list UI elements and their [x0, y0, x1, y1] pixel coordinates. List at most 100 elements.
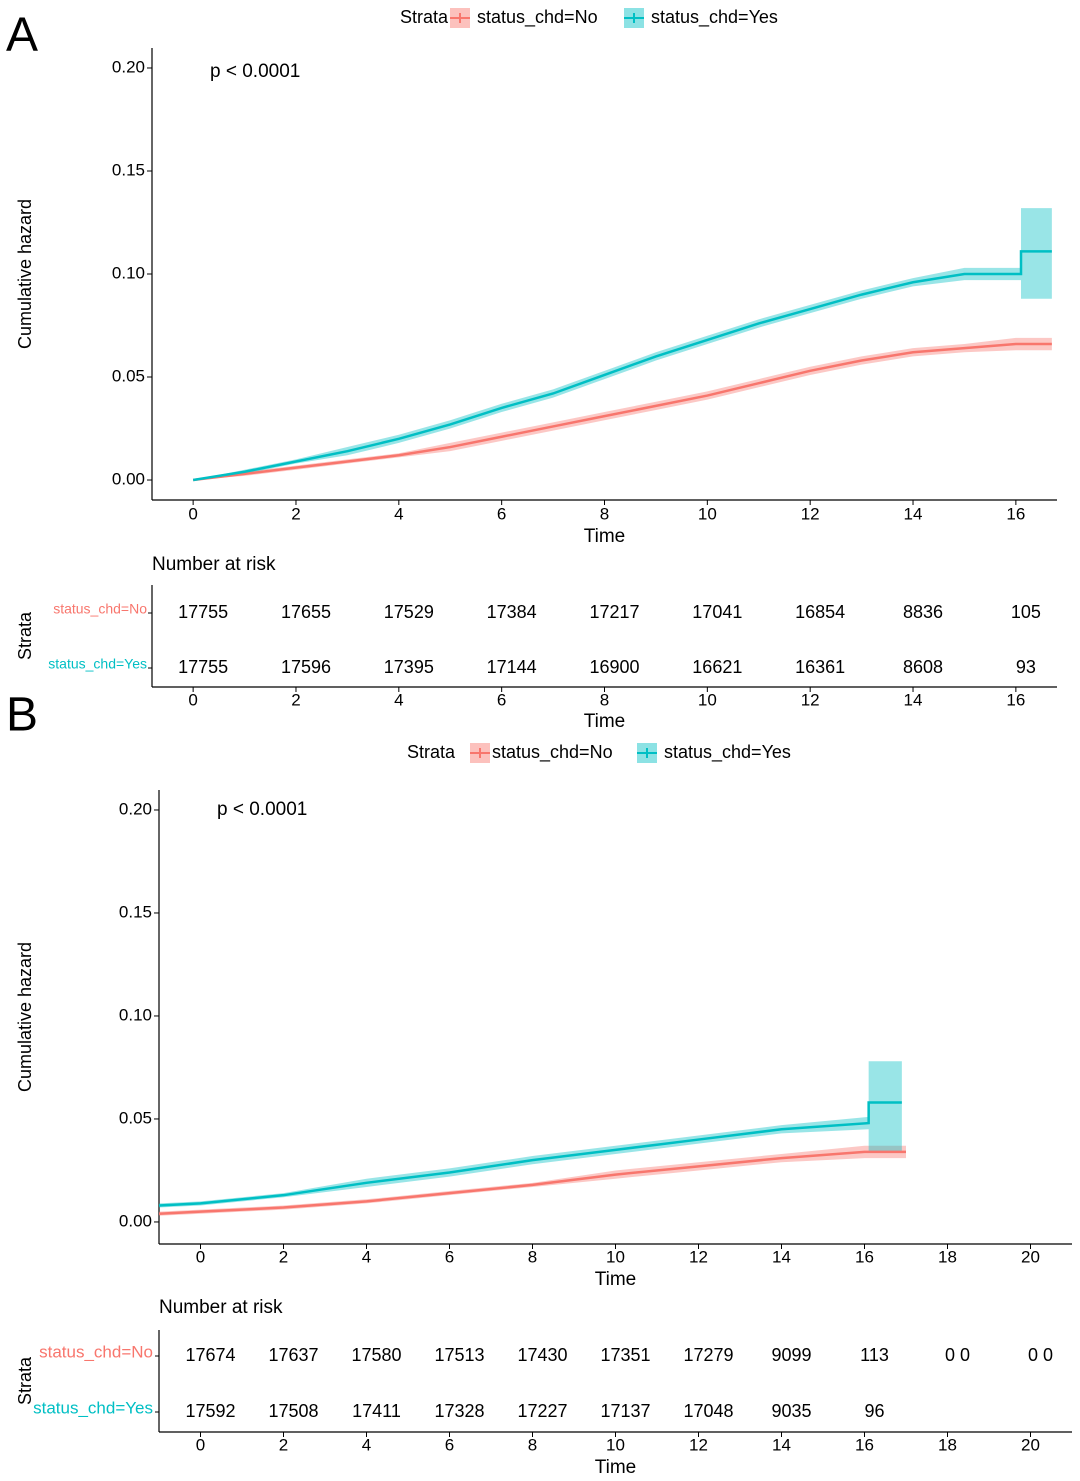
x-tick-label: 0: [196, 1247, 205, 1266]
risk-x-tick-label: 20: [1021, 1435, 1040, 1454]
x-tick-label: 16: [1006, 504, 1025, 523]
risk-count: 17513: [434, 1345, 484, 1365]
y-axis-label: Cumulative hazard: [15, 942, 35, 1092]
y-tick-label: 0.00: [119, 1211, 152, 1230]
y-tick-label: 0.10: [119, 1005, 152, 1024]
risk-count: 16900: [589, 657, 639, 677]
risk-x-tick-label: 12: [801, 690, 820, 709]
risk-count: 17279: [683, 1345, 733, 1365]
legend-title: Strata: [400, 7, 449, 27]
x-tick-label: 6: [445, 1247, 454, 1266]
risk-count: 9035: [771, 1401, 811, 1421]
y-tick-label: 0.05: [112, 366, 145, 385]
risk-count: 17580: [351, 1345, 401, 1365]
risk-row-label: status_chd=No: [53, 601, 147, 617]
risk-count: 17508: [268, 1401, 318, 1421]
x-tick-label: 20: [1021, 1247, 1040, 1266]
risk-y-label: Strata: [15, 611, 35, 660]
y-tick-label: 0.05: [119, 1108, 152, 1127]
risk-x-tick-label: 16: [1006, 690, 1025, 709]
x-tick-label: 4: [362, 1247, 371, 1266]
legend-label: status_chd=No: [477, 7, 598, 28]
risk-count: 17217: [589, 602, 639, 622]
risk-count: 17755: [178, 602, 228, 622]
risk-x-label: Time: [584, 711, 626, 732]
risk-count: 16361: [795, 657, 845, 677]
x-tick-label: 8: [528, 1247, 537, 1266]
risk-y-label: Strata: [15, 1356, 35, 1405]
p-value: p < 0.0001: [210, 61, 300, 82]
risk-x-tick-label: 18: [938, 1435, 957, 1454]
risk-count: 17351: [600, 1345, 650, 1365]
hazard-line: [158, 1150, 906, 1215]
risk-count: 17529: [384, 602, 434, 622]
risk-x-tick-label: 4: [394, 690, 403, 709]
risk-count: 8608: [903, 657, 943, 677]
risk-x-tick-label: 10: [698, 690, 717, 709]
risk-x-tick-label: 2: [279, 1435, 288, 1454]
risk-count: 17144: [487, 657, 537, 677]
risk-count: 17227: [517, 1401, 567, 1421]
confidence-band: [193, 337, 1052, 481]
risk-count: 17655: [281, 602, 331, 622]
risk-x-tick-label: 6: [445, 1435, 454, 1454]
x-tick-label: 14: [904, 504, 923, 523]
x-tick-label: 2: [291, 504, 300, 523]
y-axis-label: Cumulative hazard: [15, 199, 35, 349]
y-tick-label: 0.15: [119, 902, 152, 921]
risk-x-tick-label: 16: [855, 1435, 874, 1454]
x-axis-label: Time: [584, 526, 626, 547]
risk-x-tick-label: 2: [291, 690, 300, 709]
x-tick-label: 12: [689, 1247, 708, 1266]
legend-label: status_chd=Yes: [664, 742, 791, 763]
risk-x-tick-label: 14: [772, 1435, 791, 1454]
x-tick-label: 10: [606, 1247, 625, 1266]
risk-count: 105: [1011, 602, 1041, 622]
legend-label: status_chd=No: [492, 742, 613, 763]
x-tick-label: 6: [497, 504, 506, 523]
risk-x-tick-label: 8: [528, 1435, 537, 1454]
x-tick-label: 0: [188, 504, 197, 523]
confidence-band: [159, 1061, 902, 1208]
x-tick-label: 10: [698, 504, 717, 523]
risk-x-tick-label: 0: [196, 1435, 205, 1454]
risk-count: 8836: [903, 602, 943, 622]
risk-x-tick-label: 4: [362, 1435, 371, 1454]
x-tick-label: 2: [279, 1247, 288, 1266]
risk-count: 17384: [487, 602, 537, 622]
risk-count: 93: [1016, 657, 1036, 677]
risk-row-label: status_chd=Yes: [33, 1398, 153, 1417]
x-tick-label: 16: [855, 1247, 874, 1266]
risk-x-tick-label: 10: [606, 1435, 625, 1454]
risk-count: 17674: [185, 1345, 235, 1365]
risk-count: 96: [864, 1401, 884, 1421]
risk-count: 17048: [683, 1401, 733, 1421]
risk-count: 17430: [517, 1345, 567, 1365]
risk-count: 17596: [281, 657, 331, 677]
x-tick-label: 18: [938, 1247, 957, 1266]
legend-label: status_chd=Yes: [651, 7, 778, 28]
risk-count: 16621: [692, 657, 742, 677]
y-tick-label: 0.00: [112, 470, 145, 489]
panel-label: B: [6, 689, 38, 742]
risk-x-tick-label: 8: [600, 690, 609, 709]
x-axis-label: Time: [595, 1269, 637, 1290]
hazard-line: [158, 1101, 902, 1207]
y-tick-label: 0.15: [112, 160, 145, 179]
y-tick-label: 0.20: [112, 57, 145, 76]
risk-x-tick-label: 12: [689, 1435, 708, 1454]
legend-title: Strata: [407, 742, 456, 762]
hazard-line: [192, 342, 1052, 482]
x-tick-label: 8: [600, 504, 609, 523]
risk-count: 113: [860, 1345, 889, 1365]
y-tick-label: 0.10: [112, 263, 145, 282]
risk-row-label: status_chd=Yes: [48, 656, 147, 672]
risk-count: 0 0: [945, 1345, 970, 1365]
risk-count: 17637: [268, 1345, 318, 1365]
x-tick-label: 12: [801, 504, 820, 523]
risk-count: 17041: [692, 602, 742, 622]
risk-row-label: status_chd=No: [39, 1342, 153, 1361]
risk-count: 9099: [771, 1345, 811, 1365]
y-tick-label: 0.20: [119, 799, 152, 818]
